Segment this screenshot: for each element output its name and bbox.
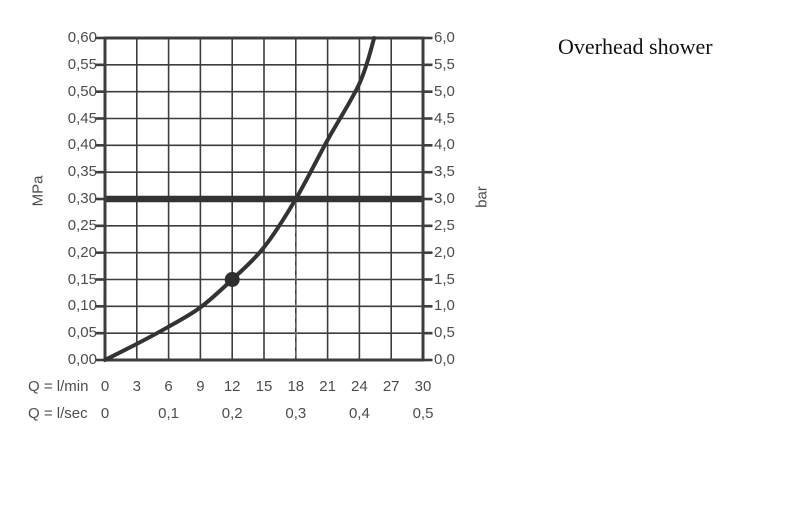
y-tick-label-mpa: 0,20: [67, 243, 97, 261]
flow-pressure-curve: [103, 36, 377, 362]
y-tick-label-bar: 3,5: [434, 163, 455, 181]
y-tick-label-bar: 4,0: [434, 136, 455, 154]
y-tick-label-mpa: 0,00: [67, 351, 97, 368]
y-axis-right-unit-label: bar: [473, 186, 491, 208]
y-tick-label-mpa: 0,60: [67, 29, 97, 46]
x-tick-label-lmin: 3: [132, 378, 141, 395]
x-tick-label-lmin: 6: [164, 378, 173, 395]
y-tick-label-mpa: 0,35: [67, 163, 97, 181]
x-axis-lsec-name: Q = l/sec: [28, 405, 88, 422]
x-tick-label-lsec: 0,5: [412, 405, 434, 422]
y-tick-label-mpa: 0,55: [67, 55, 97, 73]
x-tick-label-lsec: 0,4: [348, 405, 370, 422]
y-tick-label-mpa: 0,30: [67, 190, 97, 207]
y-tick-label-bar: 2,0: [434, 243, 455, 261]
y-tick-label-mpa: 0,15: [67, 270, 97, 288]
y-tick-label-bar: 5,5: [434, 55, 455, 73]
x-tick-label-lsec: 0,1: [158, 405, 180, 422]
x-tick-label-lmin: 15: [255, 378, 273, 395]
x-tick-label-lmin: 30: [414, 378, 432, 395]
x-tick-label-lmin: 21: [319, 378, 336, 395]
y-tick-label-bar: 0,5: [434, 324, 455, 342]
chart-title: Overhead shower: [558, 34, 713, 59]
x-tick-label-lmin: 27: [382, 378, 400, 395]
x-tick-label-lmin: 0: [100, 378, 110, 395]
x-tick-label-lsec: 0,2: [221, 405, 243, 422]
y-tick-label-mpa: 0,45: [67, 109, 97, 127]
x-tick-label-lmin: 18: [287, 378, 305, 395]
y-tick-label-mpa: 0,50: [67, 82, 97, 100]
y-tick-label-bar: 0,0: [434, 351, 455, 368]
x-axis-lmin-name: Q = l/min: [28, 378, 89, 395]
x-tick-label-lmin: 12: [223, 378, 241, 395]
y-tick-label-bar: 6,0: [434, 29, 455, 46]
x-tick-label-lmin: 9: [196, 378, 205, 395]
y-tick-label-bar: 5,0: [434, 82, 455, 100]
y-tick-label-mpa: 0,25: [67, 216, 97, 234]
y-tick-label-mpa: 0,05: [67, 324, 97, 342]
y-tick-label-bar: 2,5: [434, 216, 455, 234]
operating-point-marker: [224, 272, 240, 287]
y-tick-label-mpa: 0,10: [67, 297, 97, 315]
y-tick-label-bar: 1,5: [434, 270, 455, 288]
x-tick-label-lsec: 0,3: [285, 405, 307, 422]
y-tick-label-mpa: 0,40: [67, 136, 97, 154]
y-tick-label-bar: 3,0: [434, 190, 455, 207]
x-tick-label-lmin: 24: [351, 378, 368, 395]
y-tick-label-bar: 1,0: [434, 297, 455, 315]
y-tick-label-bar: 4,5: [434, 109, 455, 127]
x-tick-label-lsec: 0: [100, 405, 110, 422]
